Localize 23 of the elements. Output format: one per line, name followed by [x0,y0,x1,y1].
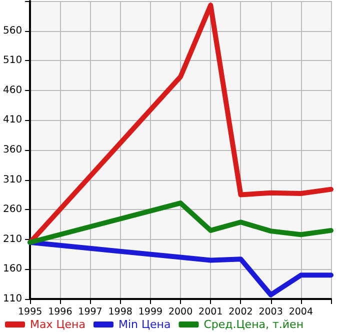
x-tick-label: 1997 [78,306,102,318]
x-tick-label: 1998 [108,306,132,318]
x-tick-label: 2001 [198,306,223,318]
x-tick-label: 1996 [48,306,72,318]
legend-label: Сред.Цена, т.йен [204,318,304,331]
y-tick-label: 110 [2,294,22,304]
y-tick-label: 260 [2,204,22,216]
y-tick-label: 210 [2,234,22,245]
y-tick-label: 360 [2,144,22,156]
y-tick-label: 310 [2,174,22,186]
y-tick-label: 410 [2,114,22,126]
x-tick-label: 1999 [138,306,163,318]
x-tick-label: 2000 [168,306,193,318]
x-tick-label: 2003 [258,306,283,318]
legend-label: Max Цена [30,318,86,331]
y-tick-label: 560 [2,25,22,36]
x-tick-label: 2002 [228,306,253,318]
x-tick-label: 2004 [288,306,313,318]
y-tick-label: 160 [2,264,22,275]
x-tick-label: 1995 [18,306,42,318]
y-tick-label: 460 [2,84,22,96]
legend-label: Min Цена [118,318,171,331]
y-tick-label: 510 [2,55,22,66]
